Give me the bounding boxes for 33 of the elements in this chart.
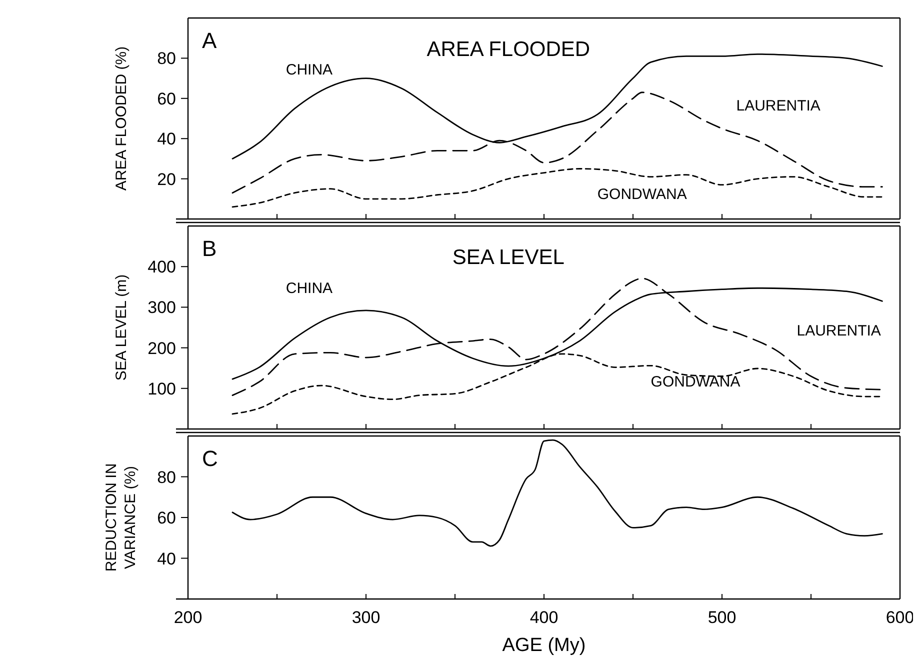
x-axis-title: AGE (My) [502,635,586,656]
line-series [232,168,883,208]
series-label: LAURENTIA [796,322,881,340]
line-series [232,278,883,396]
series-label: GONDWANA [650,373,740,390]
series-label: GONDWANA [597,186,687,203]
y-tick-label: 60 [157,89,176,108]
y-axis-title: AREA FLOODED (%) [113,46,130,191]
x-tick-label: 300 [352,608,380,627]
x-tick-label: 200 [174,608,202,627]
text: AREA FLOODED [426,38,590,61]
y-tick-label: 40 [157,549,176,568]
y-tick-label: 300 [148,298,176,318]
series-label: CHINA [286,280,333,297]
y-tick-label: 100 [148,379,176,398]
y-tick-label: 40 [157,130,176,149]
y-tick-label: 20 [157,170,176,189]
y-tick-label: 400 [148,258,176,277]
series-label: CHINA [286,61,333,78]
y-tick-label: 60 [157,508,176,528]
y-tick-label: 80 [157,49,176,68]
y-axis-title: REDUCTION IN VARIANCE (%) [103,463,139,572]
y-axis-title: SEA LEVEL (m) [113,274,130,381]
y-tick-label: 80 [157,468,176,487]
text: SEA LEVEL [452,246,564,269]
line-series [232,439,883,547]
annotation: A [202,28,217,53]
y-tick-label: 200 [148,338,176,358]
annotation: C [202,446,218,471]
x-tick-label: 400 [530,608,558,627]
x-tick-label: 500 [708,608,736,627]
annotation: B [202,236,217,261]
series-label: LAURENTIA [736,97,820,114]
